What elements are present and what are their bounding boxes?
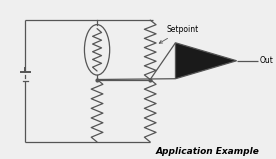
Text: Setpoint: Setpoint — [159, 25, 198, 43]
Text: Application Example: Application Example — [155, 147, 259, 156]
Polygon shape — [176, 43, 237, 79]
Text: Out: Out — [259, 56, 273, 65]
